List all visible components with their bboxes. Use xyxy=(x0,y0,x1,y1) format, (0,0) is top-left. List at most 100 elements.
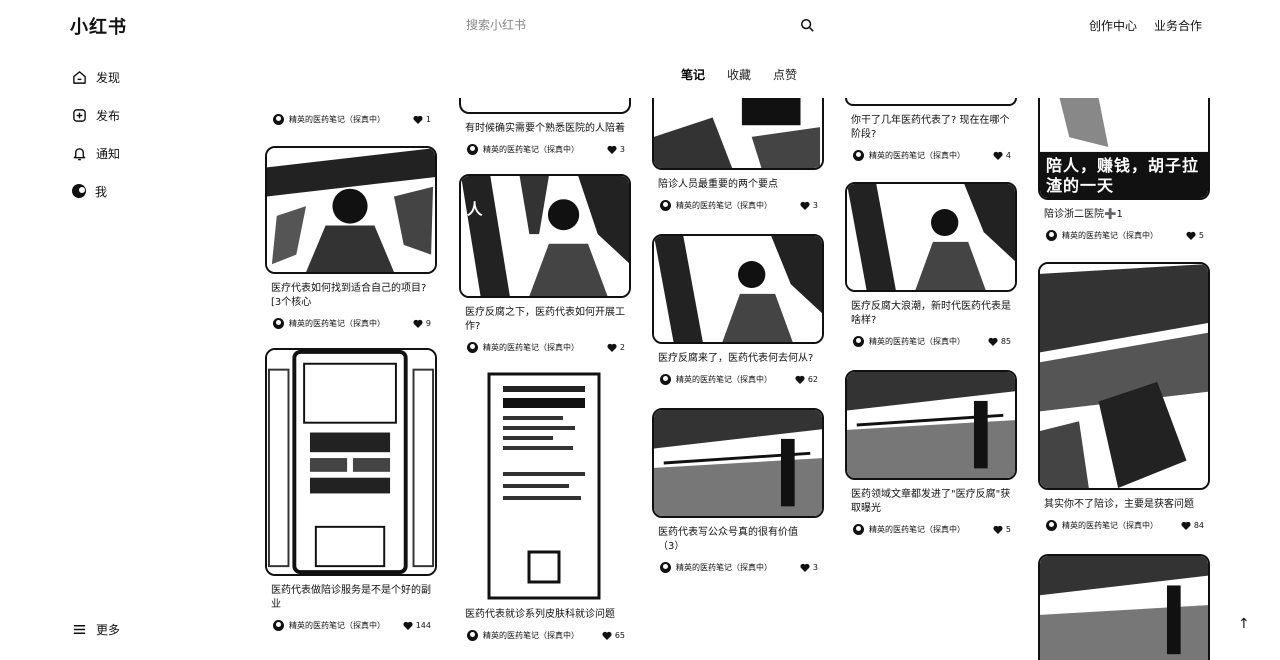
note-title[interactable]: 医药领域文章都发进了"医疗反腐"获 取曝光 xyxy=(851,489,1011,514)
note-card[interactable]: 其实你不了陪诊，主要是获客问题 精英的医药笔记（探真中） 84 xyxy=(1038,262,1210,532)
note-cover-image[interactable] xyxy=(652,408,824,518)
author-avatar[interactable] xyxy=(853,335,864,347)
like-button[interactable]: 84 xyxy=(1181,521,1204,530)
like-button[interactable]: 85 xyxy=(988,337,1011,346)
note-title[interactable]: 医药代表就诊系列皮肤科就诊问题 xyxy=(465,609,615,620)
note-cover-image[interactable] xyxy=(1038,262,1210,490)
note-title[interactable]: 医疗反腐大浪潮，新时代医药代表是 啥样? xyxy=(851,301,1011,326)
note-cover-image[interactable] xyxy=(845,370,1017,480)
note-title[interactable]: 医药代表写公众号真的很有价值 （3） xyxy=(658,527,798,552)
note-cover-image[interactable] xyxy=(845,98,1017,106)
author-name[interactable]: 精英的医药笔记（探真中） xyxy=(483,144,579,154)
like-button[interactable]: 65 xyxy=(602,631,625,640)
note-cover-image[interactable] xyxy=(459,372,631,600)
tab-notes[interactable]: 笔记 xyxy=(681,68,706,82)
note-cover-image[interactable] xyxy=(459,98,631,114)
note-cover-image[interactable] xyxy=(1038,554,1210,660)
like-button[interactable]: 5 xyxy=(993,525,1011,534)
note-card[interactable]: 医药代表做陪诊服务是不是个好的副 业 精英的医药笔记（探真中） 144 xyxy=(265,348,437,632)
note-cover-image[interactable]: 陪人，赚钱，胡子拉渣的一天 xyxy=(1038,98,1210,200)
author-avatar[interactable] xyxy=(660,199,671,211)
like-button[interactable]: 5 xyxy=(1186,231,1204,240)
author-avatar[interactable] xyxy=(467,629,478,641)
note-cover-image[interactable] xyxy=(652,98,824,170)
like-button[interactable]: 62 xyxy=(795,375,818,384)
note-cover-image[interactable] xyxy=(265,348,437,576)
author-avatar[interactable] xyxy=(467,341,478,353)
author-name[interactable]: 精英的医药笔记（探真中） xyxy=(869,524,965,534)
note-title[interactable]: 医疗代表如何找到适合自己的项目? [3个核心 xyxy=(271,283,427,308)
author-name[interactable]: 精英的医药笔记（探真中） xyxy=(676,374,772,384)
note-title[interactable]: 你干了几年医药代表了? 现在在哪个 阶段? xyxy=(851,115,1010,140)
note-card[interactable]: 陪人，赚钱，胡子拉渣的一天 陪诊浙二医院➕1 精英的医药笔记（探真中） 5 xyxy=(1038,98,1210,242)
author-avatar[interactable] xyxy=(467,143,478,155)
note-title[interactable]: 医疗反腐之下，医药代表如何开展工 作? xyxy=(465,307,625,332)
like-button[interactable]: 2 xyxy=(607,343,625,352)
search-input[interactable] xyxy=(456,10,824,40)
author-name[interactable]: 精英的医药笔记（探真中） xyxy=(483,342,579,352)
author-avatar[interactable] xyxy=(273,317,284,329)
business-link[interactable]: 业务合作 xyxy=(1154,19,1203,33)
like-button[interactable]: 9 xyxy=(413,319,431,328)
like-button[interactable]: 4 xyxy=(993,151,1011,160)
note-cover-image[interactable] xyxy=(265,146,437,274)
sidebar-item-notifications[interactable]: 通知 xyxy=(72,141,120,165)
sidebar-item-discover[interactable]: 发现 xyxy=(72,65,120,89)
note-card[interactable]: 有时候确实需要个熟悉医院的人陪着 精英的医药笔记（探真中） 3 xyxy=(459,98,631,156)
note-title[interactable]: 陪诊人员最重要的两个要点 xyxy=(658,179,778,190)
note-card[interactable]: 人 医疗反腐之下，医药代表如何开展工 作? 精英的医药笔记（探真中） 2 xyxy=(459,174,631,354)
author-name[interactable]: 精英的医药笔记（探真中） xyxy=(289,318,385,328)
note-card[interactable]: 医疗代表如何找到适合自己的项目? [3个核心 精英的医药笔记（探真中） 9 xyxy=(265,146,437,330)
author-avatar[interactable] xyxy=(273,113,284,125)
author-name[interactable]: 精英的医药笔记（探真中） xyxy=(869,150,965,160)
note-cover-image[interactable]: 人 xyxy=(459,174,631,298)
note-card[interactable]: 医疗反腐大浪潮，新时代医药代表是 啥样? 精英的医药笔记（探真中） 85 xyxy=(845,182,1017,348)
creator-center-link[interactable]: 创作中心 xyxy=(1089,19,1138,33)
author-avatar[interactable] xyxy=(853,523,864,535)
note-title[interactable]: 医疗反腐来了，医药代表何去何从? xyxy=(658,353,814,364)
tab-collections[interactable]: 收藏 xyxy=(727,68,752,82)
note-title[interactable]: 有时候确实需要个熟悉医院的人陪着 xyxy=(465,123,625,134)
like-button[interactable]: 144 xyxy=(403,621,431,630)
author-avatar[interactable] xyxy=(1046,229,1057,241)
note-title[interactable]: 其实你不了陪诊，主要是获客问题 xyxy=(1044,499,1194,510)
author-name[interactable]: 精英的医药笔记（探真中） xyxy=(676,562,772,572)
note-card[interactable]: 精英的医药笔记（探真中） 1 xyxy=(265,92,437,126)
author-name[interactable]: 精英的医药笔记（探真中） xyxy=(483,630,579,640)
note-card[interactable]: 医药代表写公众号真的很有价值 （3） 精英的医药笔记（探真中） 3 xyxy=(652,408,824,574)
note-cover-image[interactable] xyxy=(652,234,824,344)
sidebar-item-publish[interactable]: 发布 xyxy=(72,103,120,127)
cover-overlay-text: 陪人，赚钱，胡子拉渣的一天 xyxy=(1046,156,1200,195)
note-card[interactable]: 医药领域文章都发进了"医疗反腐"获 取曝光 精英的医药笔记（探真中） 5 xyxy=(845,370,1017,536)
like-button[interactable]: 3 xyxy=(800,563,818,572)
note-card[interactable]: 医疗反腐来了，医药代表何去何从? 精英的医药笔记（探真中） 62 xyxy=(652,234,824,386)
note-card[interactable]: 医药代表就诊系列皮肤科就诊问题 精英的医药笔记（探真中） 65 xyxy=(459,372,631,642)
note-card[interactable]: 陪诊人员最重要的两个要点 精英的医药笔记（探真中） 3 xyxy=(652,98,824,212)
like-button[interactable]: 1 xyxy=(413,115,431,124)
author-name[interactable]: 精英的医药笔记（探真中） xyxy=(869,336,965,346)
note-cover-image[interactable] xyxy=(845,182,1017,292)
tab-likes[interactable]: 点赞 xyxy=(773,68,798,82)
search-icon[interactable] xyxy=(800,18,814,32)
author-name[interactable]: 精英的医药笔记（探真中） xyxy=(289,620,385,630)
note-card[interactable]: 你干了几年医药代表了? 现在在哪个 阶段? 精英的医药笔记（探真中） 4 xyxy=(845,98,1017,162)
author-avatar[interactable] xyxy=(273,619,284,631)
author-avatar[interactable] xyxy=(660,561,671,573)
like-button[interactable]: 3 xyxy=(800,201,818,210)
author-name[interactable]: 精英的医药笔记（探真中） xyxy=(289,114,385,124)
more-menu-button[interactable]: 更多 xyxy=(72,621,120,638)
author-name[interactable]: 精英的医药笔记（探真中） xyxy=(1062,230,1158,240)
author-name[interactable]: 精英的医药笔记（探真中） xyxy=(1062,520,1158,530)
author-avatar[interactable] xyxy=(853,149,864,161)
note-title[interactable]: 医药代表做陪诊服务是不是个好的副 业 xyxy=(271,585,431,610)
like-button[interactable]: 3 xyxy=(607,145,625,154)
note-card[interactable] xyxy=(1038,554,1210,660)
sidebar-item-me[interactable]: 我 xyxy=(72,179,107,203)
search-bar[interactable] xyxy=(456,10,824,40)
app-logo[interactable]: 小红书 xyxy=(70,17,127,38)
note-title[interactable]: 陪诊浙二医院➕1 xyxy=(1044,209,1123,220)
author-name[interactable]: 精英的医药笔记（探真中） xyxy=(676,200,772,210)
author-avatar[interactable] xyxy=(1046,519,1057,531)
back-to-top-button[interactable]: ↑ xyxy=(1238,616,1250,632)
author-avatar[interactable] xyxy=(660,373,671,385)
